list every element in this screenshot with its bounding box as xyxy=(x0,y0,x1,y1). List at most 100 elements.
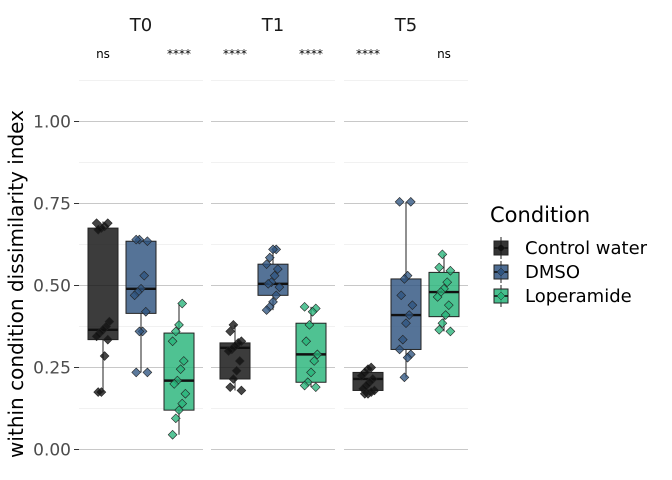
data-point xyxy=(261,305,272,315)
y-tick-label: 0.75 xyxy=(33,195,71,215)
data-point xyxy=(175,364,186,374)
data-point xyxy=(397,334,408,345)
data-point xyxy=(167,429,178,440)
significance-label: **** xyxy=(167,47,191,61)
data-point xyxy=(405,197,416,207)
data-point xyxy=(131,367,142,378)
box-dmso xyxy=(125,239,157,373)
data-point xyxy=(299,301,310,312)
data-point xyxy=(437,318,448,329)
y-axis: 0.00 0.25 0.50 0.75 1.00 xyxy=(33,113,79,461)
legend-label: Control water xyxy=(525,238,648,259)
data-point xyxy=(236,385,247,396)
data-point xyxy=(301,336,312,347)
data-point xyxy=(401,318,411,329)
data-point xyxy=(442,277,453,288)
data-point xyxy=(180,388,191,399)
data-point xyxy=(234,356,245,366)
data-point xyxy=(434,262,445,273)
legend-title: Condition xyxy=(490,203,590,227)
data-point xyxy=(443,300,454,311)
y-axis-title: within condition dissimilarity index xyxy=(4,110,28,458)
data-point xyxy=(170,413,181,424)
box-layer xyxy=(87,201,460,435)
data-point xyxy=(134,326,145,337)
data-point xyxy=(399,372,410,383)
data-point xyxy=(272,264,283,274)
significance-label: **** xyxy=(299,47,323,61)
data-point xyxy=(169,379,180,389)
data-point xyxy=(167,336,178,347)
data-point xyxy=(271,290,282,301)
box-dmso xyxy=(390,201,422,378)
data-point xyxy=(309,356,320,366)
data-point xyxy=(359,388,370,399)
data-point xyxy=(356,370,367,381)
data-point xyxy=(231,365,242,376)
significance-label: **** xyxy=(356,47,380,61)
y-tick-label: 1.00 xyxy=(33,113,71,133)
data-point xyxy=(93,224,104,235)
facet-labels: T0 T1 T5 xyxy=(129,15,417,36)
data-point xyxy=(91,331,102,342)
point-layer xyxy=(91,197,456,440)
legend-item: Loperamide xyxy=(493,285,632,307)
data-point xyxy=(407,300,418,311)
data-point xyxy=(396,290,407,301)
data-point xyxy=(129,290,140,301)
significance-labels: ns **** **** **** **** ns xyxy=(96,47,451,61)
data-point xyxy=(306,367,316,378)
data-point xyxy=(142,367,153,378)
data-point xyxy=(140,306,151,317)
facet-label: T1 xyxy=(261,15,284,36)
data-point xyxy=(437,249,448,260)
data-point xyxy=(174,320,184,330)
legend-item: Control water xyxy=(493,237,648,259)
data-point xyxy=(432,292,443,302)
data-point xyxy=(399,274,410,284)
legend-item: DMSO xyxy=(493,261,580,283)
legend-label: Loperamide xyxy=(525,286,632,307)
facet-label: T0 xyxy=(129,15,152,36)
data-point xyxy=(434,324,445,335)
box-control-water xyxy=(87,221,119,393)
legend-key-point xyxy=(496,243,506,253)
box-iqr xyxy=(87,227,119,341)
data-point xyxy=(93,387,104,397)
data-point xyxy=(142,236,153,247)
data-point xyxy=(177,398,188,409)
significance-label: ns xyxy=(96,47,110,61)
data-point xyxy=(225,382,236,393)
y-tick-label: 0.25 xyxy=(33,359,71,379)
data-point xyxy=(274,282,285,292)
data-point xyxy=(223,346,234,356)
legend-key-point xyxy=(496,267,506,277)
facet-label: T5 xyxy=(394,15,417,36)
data-point xyxy=(263,279,274,289)
y-tick-label: 0.50 xyxy=(33,277,71,297)
data-point xyxy=(228,374,239,384)
data-point xyxy=(268,244,278,255)
data-point xyxy=(445,326,456,337)
box-iqr xyxy=(125,240,157,314)
data-point xyxy=(307,306,318,317)
legend: Condition Control water DMSO Loperamide xyxy=(490,203,648,307)
data-point xyxy=(394,197,405,207)
data-point xyxy=(312,349,323,360)
significance-label: ns xyxy=(437,47,451,61)
data-point xyxy=(304,320,315,330)
data-point xyxy=(99,351,110,361)
data-point xyxy=(269,270,280,281)
box-loperamide xyxy=(428,254,460,332)
data-point xyxy=(264,252,275,263)
data-point xyxy=(139,270,150,281)
legend-label: DMSO xyxy=(525,262,580,283)
data-point xyxy=(394,344,405,355)
data-point xyxy=(261,259,272,270)
data-point xyxy=(310,382,321,393)
data-point xyxy=(131,234,142,245)
legend-key-point xyxy=(496,291,506,301)
data-point xyxy=(402,352,413,363)
y-tick-label: 0.00 xyxy=(33,441,71,461)
